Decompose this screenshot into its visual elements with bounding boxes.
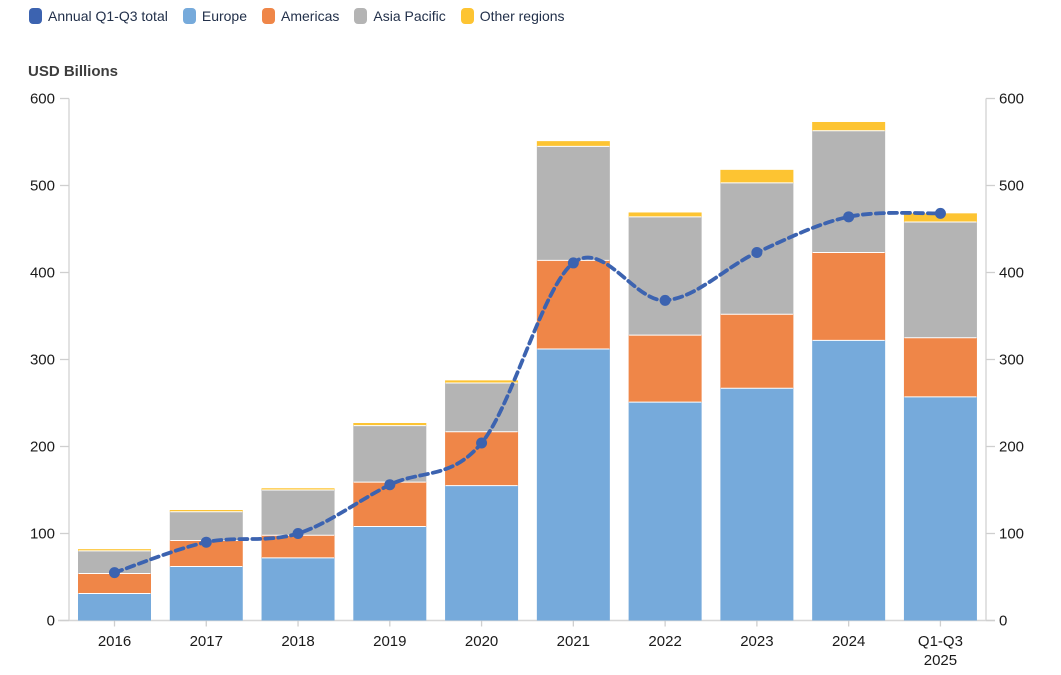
bar-segment-other-regions: [261, 488, 335, 490]
legend-item-europe: Europe: [182, 8, 248, 24]
bar-segment-americas: [536, 260, 610, 350]
x-axis-label: 2019: [373, 633, 406, 650]
annual-total-line: [112, 210, 943, 575]
y-tick-label-left: 500: [30, 178, 55, 195]
y-tick-label-left: 400: [30, 265, 55, 282]
x-axis-label: 2020: [465, 633, 498, 650]
legend-item-americas: Americas: [262, 8, 339, 24]
y-tick-label-left: 600: [30, 91, 55, 108]
chart-legend: Annual Q1-Q3 total Europe Americas Asia Pac…: [29, 8, 565, 24]
bar-segment-europe: [353, 526, 427, 621]
x-axis-label: 2022: [648, 633, 681, 650]
bar-segment-other-regions: [536, 141, 610, 147]
y-tick-label-left: 100: [30, 526, 55, 543]
annual-total-point-2020: [476, 437, 488, 449]
bar-segment-asia-pacific: [903, 222, 977, 338]
annual-total-point-2022: [659, 294, 671, 306]
bar-segment-europe: [536, 349, 610, 621]
bar-segment-other-regions: [445, 380, 519, 383]
y-tick-label-left: 300: [30, 352, 55, 369]
bar-segment-americas: [78, 573, 151, 594]
annual-total-point-2019: [384, 479, 396, 491]
bar-segment-asia-pacific: [353, 425, 427, 483]
bar-segment-europe: [628, 402, 702, 621]
legend-swatch-asia-pacific: [354, 8, 368, 24]
legend-label: Asia Pacific: [373, 8, 446, 24]
bar-segment-other-regions: [78, 549, 151, 551]
bar-segment-americas: [812, 252, 886, 341]
y-tick-label-right: 400: [999, 265, 1024, 282]
bar-segment-americas: [903, 337, 977, 397]
x-axis-label: 2016: [98, 633, 131, 650]
x-axis-label: 2021: [557, 633, 590, 650]
legend-item-other-regions: Other regions: [460, 8, 565, 24]
legend-swatch-annual-q1-q3-total: [29, 8, 42, 24]
bar-segment-americas: [628, 335, 702, 403]
annual-total-point-Q1-Q3-2025: [934, 207, 946, 219]
bar-segment-americas: [720, 314, 794, 389]
legend-label: Other regions: [479, 8, 565, 24]
legend-item-annual-q1-q3-total: Annual Q1-Q3 total: [29, 8, 168, 24]
legend-swatch-americas: [262, 8, 276, 24]
bar-segment-other-regions: [169, 510, 243, 512]
y-tick-label-left: 0: [47, 613, 55, 630]
annual-total-point-2024: [843, 211, 855, 223]
y-tick-label-left: 200: [30, 439, 55, 456]
annual-total-point-2016: [109, 567, 120, 579]
x-axis-label: 2024: [832, 633, 865, 650]
bar-segment-europe: [78, 593, 151, 621]
bar-segment-asia-pacific: [628, 216, 702, 336]
bar-segment-asia-pacific: [169, 511, 243, 541]
y-tick-label-right: 100: [999, 526, 1024, 543]
annual-total-point-2017: [200, 536, 212, 548]
y-tick-label-right: 300: [999, 352, 1024, 369]
bar-segment-other-regions: [353, 423, 427, 426]
bar-segment-asia-pacific: [812, 130, 886, 253]
bar-segment-europe: [445, 485, 519, 621]
x-axis-label: 2017: [190, 633, 223, 650]
y-tick-label-right: 600: [999, 91, 1024, 108]
y-tick-label-right: 0: [999, 613, 1007, 630]
chart-title: USD Billions: [28, 63, 119, 80]
bar-segment-asia-pacific: [261, 490, 335, 536]
legend-swatch-other-regions: [460, 8, 474, 24]
x-axis-label: 2023: [740, 633, 773, 650]
legend-label: Annual Q1-Q3 total: [48, 8, 168, 24]
x-axis-label: Q1-Q3 2025: [918, 633, 963, 669]
annual-total-point-2023: [751, 246, 763, 258]
legend-item-asia-pacific: Asia Pacific: [354, 8, 446, 24]
y-tick-label-right: 500: [999, 178, 1024, 195]
legend-label: Europe: [201, 8, 248, 24]
legend-swatch-europe: [182, 8, 196, 24]
bar-segment-other-regions: [628, 212, 702, 217]
bar-segment-europe: [812, 340, 886, 621]
bar-segment-asia-pacific: [536, 146, 610, 261]
legend-label: Americas: [281, 8, 340, 24]
bar-segment-other-regions: [812, 121, 886, 131]
bar-segment-americas: [261, 535, 335, 558]
bar-segment-other-regions: [720, 169, 794, 183]
bar-segment-europe: [720, 388, 794, 621]
annual-total-point-2018: [292, 528, 304, 539]
bar-segment-asia-pacific: [445, 382, 519, 432]
bar-segment-europe: [903, 396, 977, 621]
annual-total-point-2021: [567, 257, 579, 269]
bar-segment-europe: [169, 566, 243, 621]
bar-segment-europe: [261, 557, 335, 621]
x-axis-label: 2018: [281, 633, 314, 650]
y-tick-label-right: 200: [999, 439, 1024, 456]
